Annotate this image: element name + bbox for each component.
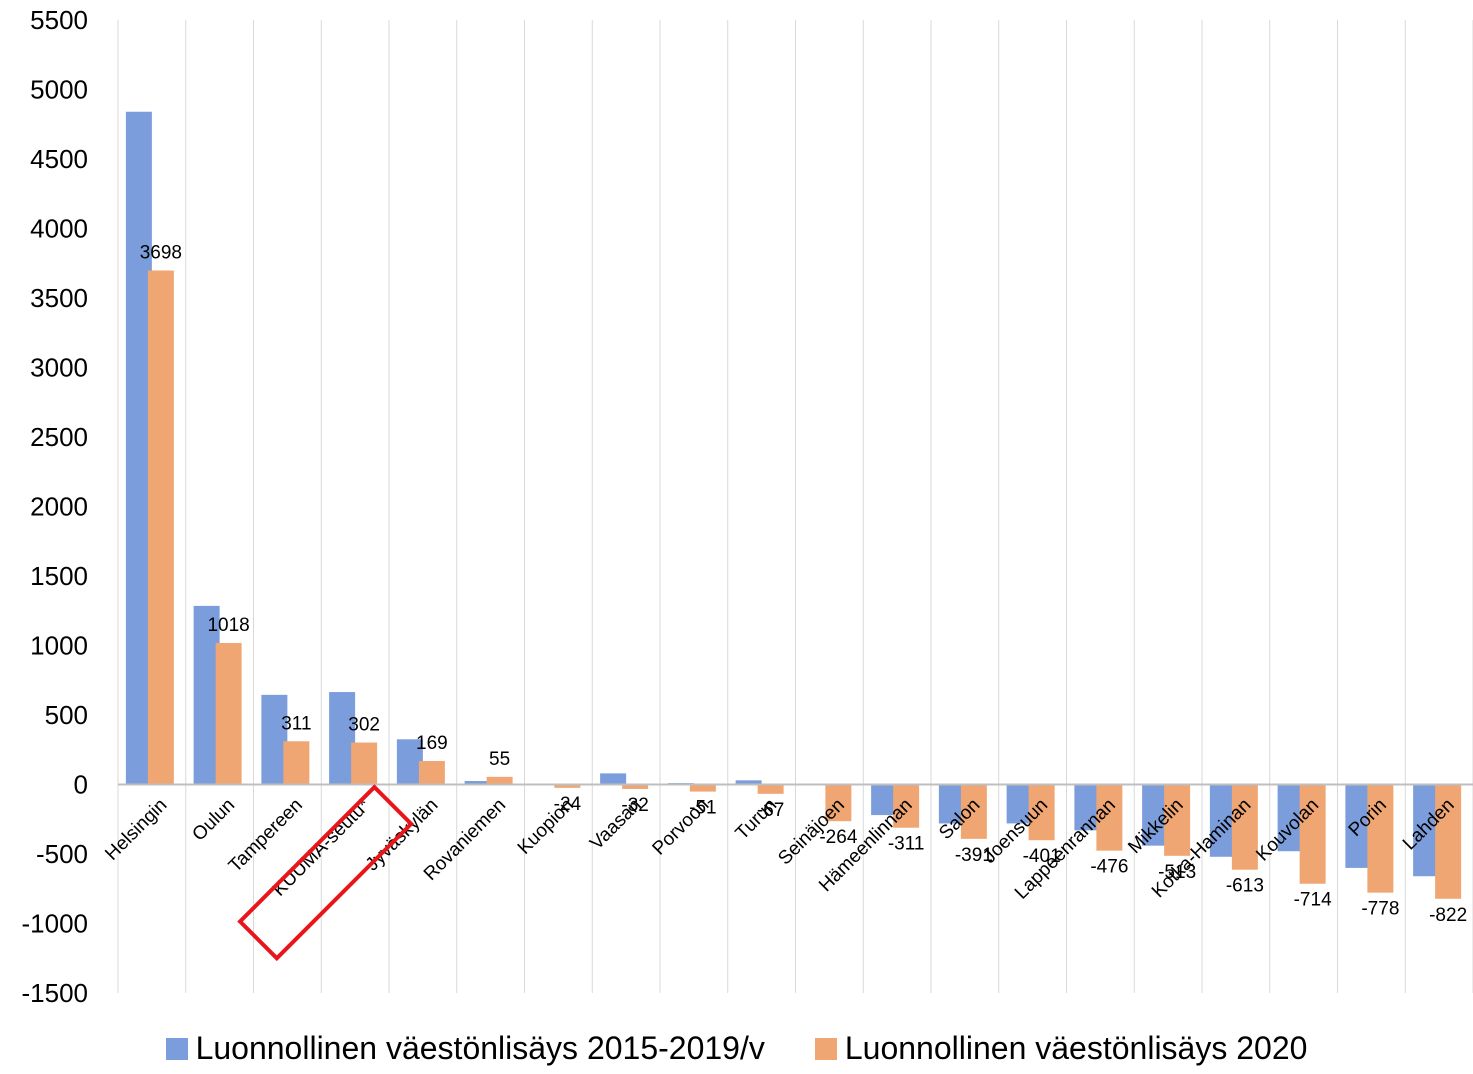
bars — [125, 111, 1462, 899]
data-label: -822 — [1429, 905, 1467, 926]
bar-series-1 — [1142, 784, 1169, 846]
bar-series-2 — [147, 270, 174, 785]
bar-series-2 — [1299, 784, 1326, 884]
legend-item-series-2: Luonnollinen väestönlisäys 2020 — [814, 1030, 1308, 1067]
bar-series-1 — [125, 111, 152, 785]
legend-label-series-2: Luonnollinen väestönlisäys 2020 — [844, 1030, 1308, 1066]
legend-label-series-1: Luonnollinen väestönlisäys 2015-2019/v — [195, 1030, 765, 1066]
data-label: -476 — [1090, 857, 1128, 878]
bar-series-1 — [261, 694, 288, 785]
bar-series-2 — [351, 742, 378, 785]
bar-series-2 — [1028, 784, 1055, 841]
category-label: Porvoon — [649, 795, 714, 860]
bar-chart: 5500500045004000350030002500200015001000… — [22, 5, 1473, 1008]
bar-series-1 — [1413, 784, 1440, 877]
highlight-box — [237, 784, 414, 962]
bar-series-1 — [396, 739, 423, 785]
bar-series-1 — [464, 781, 491, 785]
bar-series-1 — [1277, 784, 1304, 852]
bar-series-2 — [689, 784, 716, 792]
data-labels: 3698 1018 311 302 169 55 -24 -32 -51 -67 -264 -311 -… — [140, 242, 1467, 925]
y-tick-label: -500 — [36, 839, 88, 869]
data-label: -391 — [955, 845, 993, 866]
gridlines — [117, 20, 1473, 993]
data-label: 1018 — [207, 615, 249, 636]
bar-series-2 — [893, 784, 920, 828]
data-label: -51 — [689, 798, 716, 819]
category-label: Oulun — [188, 795, 239, 846]
y-tick-label: 2000 — [30, 492, 88, 522]
data-label: -311 — [888, 834, 925, 855]
legend: Luonnollinen väestönlisäys 2015-2019/v L… — [0, 1030, 1473, 1067]
data-label: -264 — [819, 827, 857, 848]
y-tick-label: 5000 — [30, 75, 88, 105]
y-tick-label: 5500 — [30, 5, 88, 35]
y-tick-label: -1000 — [22, 909, 89, 939]
data-label: -24 — [554, 794, 582, 815]
bar-series-1 — [600, 773, 627, 785]
data-label: -613 — [1226, 876, 1264, 897]
bar-series-2 — [1367, 784, 1394, 893]
data-label: -67 — [757, 800, 784, 821]
data-label: 302 — [348, 715, 380, 736]
bar-series-1 — [1209, 784, 1236, 857]
bar-series-1 — [1006, 784, 1033, 824]
bar-series-2 — [215, 642, 242, 785]
category-label: Helsingin — [101, 795, 171, 865]
y-tick-label: -1500 — [22, 978, 89, 1008]
data-label: -32 — [621, 795, 648, 816]
bar-series-2 — [554, 784, 581, 788]
data-label: 3698 — [140, 242, 182, 263]
y-tick-label: 500 — [45, 700, 88, 730]
y-tick-label: 0 — [74, 770, 88, 800]
y-tick-label: 3000 — [30, 353, 88, 383]
data-label: 55 — [489, 749, 510, 770]
y-axis: 5500500045004000350030002500200015001000… — [22, 5, 89, 1008]
data-label: -714 — [1294, 890, 1332, 911]
bar-series-2 — [757, 784, 784, 794]
bar-series-2 — [622, 784, 649, 789]
bar-series-1 — [1345, 784, 1372, 868]
y-tick-label: 4500 — [30, 144, 88, 174]
highlight-rectangle — [237, 784, 414, 962]
bar-series-2 — [1164, 784, 1191, 856]
bar-series-2 — [1435, 784, 1462, 899]
category-label: Vaasan — [586, 795, 645, 854]
bar-series-2 — [1096, 784, 1123, 851]
bar-series-1 — [938, 784, 965, 824]
legend-item-series-1: Luonnollinen väestönlisäys 2015-2019/v — [165, 1030, 765, 1067]
y-tick-label: 4000 — [30, 214, 88, 244]
legend-swatch-series-2 — [814, 1037, 837, 1060]
data-label: 311 — [281, 713, 311, 734]
bar-series-2 — [486, 776, 513, 785]
bar-series-1 — [329, 692, 356, 785]
y-tick-label: 2500 — [30, 422, 88, 452]
bar-series-2 — [825, 784, 852, 822]
bar-series-1 — [871, 784, 898, 816]
bar-series-1 — [1074, 784, 1101, 831]
data-label: -778 — [1361, 899, 1399, 920]
bar-series-1 — [735, 780, 762, 785]
bar-series-2 — [1231, 784, 1258, 870]
data-label: -401 — [1023, 846, 1061, 867]
bar-series-1 — [193, 605, 220, 785]
category-label: Kuopion — [514, 795, 578, 859]
bar-series-2 — [960, 784, 987, 839]
y-tick-label: 1500 — [30, 561, 88, 591]
data-label: 169 — [416, 733, 448, 754]
data-label: -513 — [1158, 862, 1196, 883]
legend-swatch-series-1 — [165, 1037, 188, 1060]
bar-series-2 — [283, 741, 310, 785]
bar-series-2 — [418, 761, 445, 785]
y-tick-label: 1000 — [30, 631, 88, 661]
y-tick-label: 3500 — [30, 283, 88, 313]
